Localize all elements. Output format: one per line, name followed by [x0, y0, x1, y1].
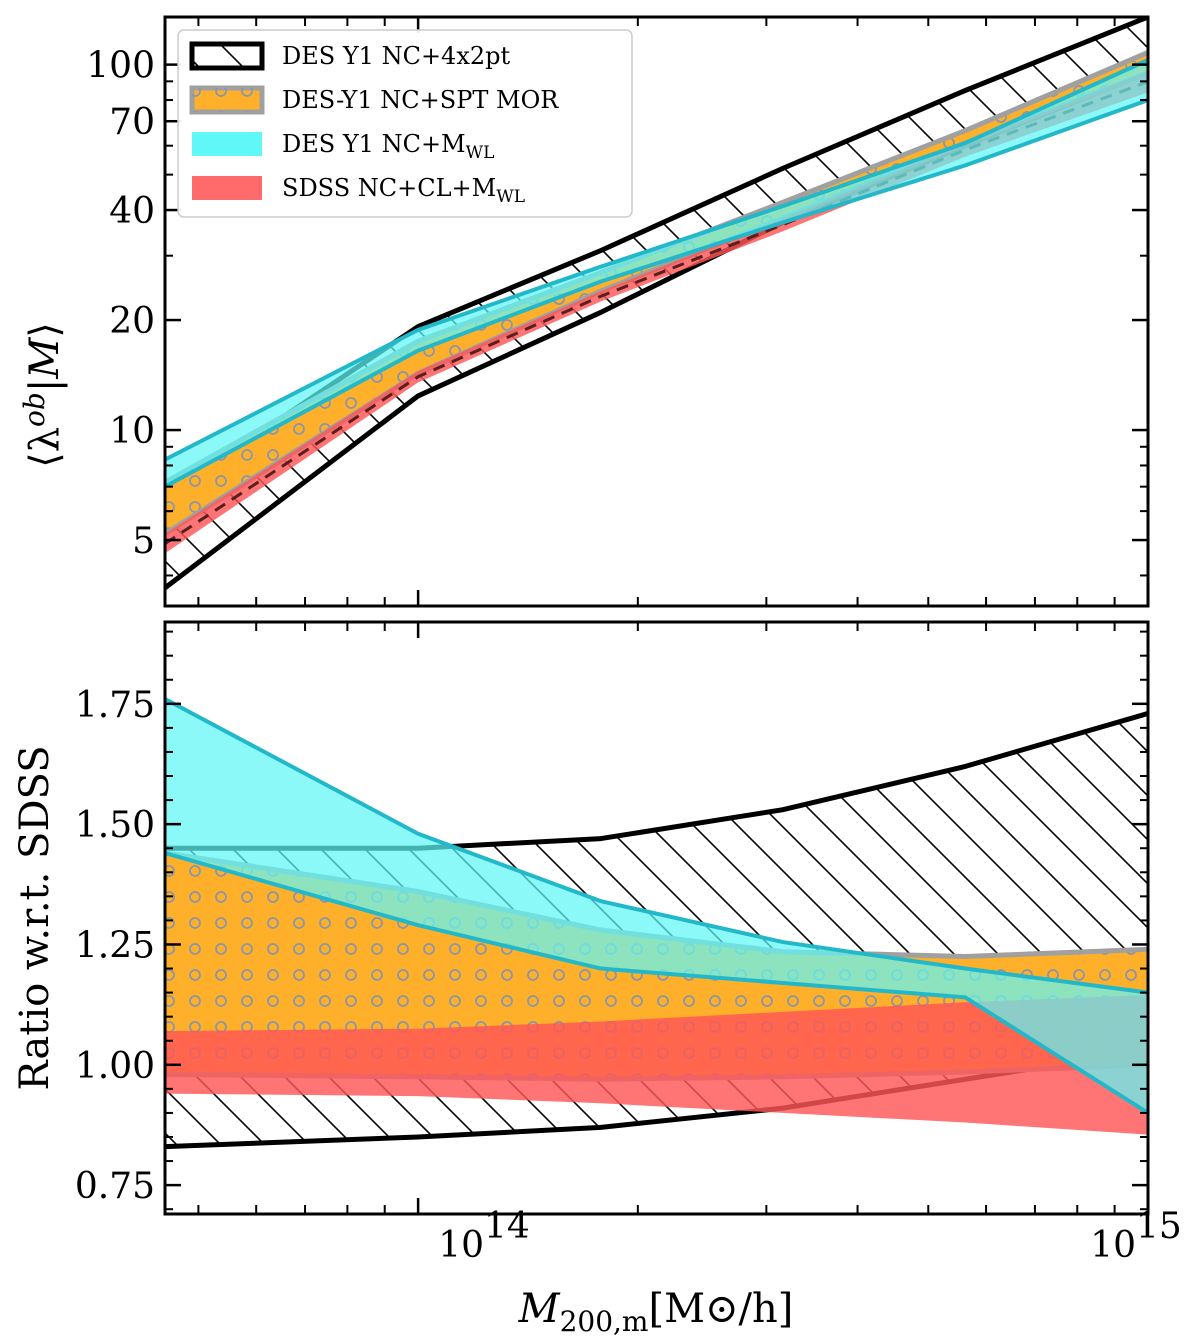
legend-label-sdss: SDSS NC+CL+MWL	[282, 174, 525, 207]
top-y-tick-label: 70	[109, 102, 155, 143]
top-edge-upper-des-mwl	[165, 58, 1148, 462]
top-y-tick-label: 10	[109, 411, 155, 452]
bottom-band-des-mwl	[165, 699, 1148, 1113]
bottom-y-tick-label: 1.00	[75, 1046, 155, 1087]
svg-text:10: 10	[438, 1225, 484, 1266]
top-panel: 5 10 20 40 70 100 ⟨λob|M⟩	[18, 15, 1150, 608]
legend-item-des-4x2pt: DES Y1 NC+4x2pt	[189, 41, 510, 71]
legend-item-sdss: SDSS NC+CL+MWL	[192, 174, 525, 207]
top-y-tick-label: 20	[109, 301, 155, 342]
x-tick-label-1e14: 10 14	[438, 1206, 530, 1266]
top-plot-area	[165, 17, 1148, 590]
svg-text:15: 15	[1136, 1206, 1182, 1247]
bottom-y-tick-label: 1.75	[75, 685, 155, 726]
bottom-y-tick-label: 1.25	[75, 925, 155, 966]
legend-label-des-mwl: DES Y1 NC+MWL	[282, 130, 494, 163]
bottom-panel: 0.75 1.00 1.25 1.50 1.75 Ratio w.r.t. SDSS	[12, 620, 1150, 1216]
legend-label-des-4x2pt: DES Y1 NC+4x2pt	[282, 42, 510, 70]
top-y-axis-label: ⟨λob|M⟩	[18, 322, 68, 468]
top-y-tick-label: 40	[109, 191, 155, 232]
bottom-edge-lower-des-mwl	[165, 851, 1148, 1115]
top-frame	[163, 15, 1150, 608]
bottom-frame	[163, 620, 1150, 1216]
legend-swatch-des-mwl	[192, 132, 262, 156]
legend-swatch-des-spt-dots	[192, 88, 262, 112]
svg-text:14: 14	[484, 1206, 530, 1247]
legend-item-des-mwl: DES Y1 NC+MWL	[192, 130, 494, 163]
bottom-y-ticks: 0.75 1.00 1.25 1.50 1.75	[75, 630, 1148, 1211]
legend: DES Y1 NC+4x2pt DES-Y1 NC+SPT MOR DES Y1…	[177, 29, 633, 218]
legend-swatch-sdss	[192, 176, 262, 200]
bottom-plot-area	[165, 697, 1148, 1150]
legend-label-des-spt: DES-Y1 NC+SPT MOR	[282, 86, 559, 114]
bottom-y-tick-label: 0.75	[75, 1166, 155, 1207]
x-tick-label-1e15: 10 15	[1090, 1206, 1182, 1266]
bottom-y-axis-label: Ratio w.r.t. SDSS	[12, 745, 58, 1090]
legend-item-des-spt: DES-Y1 NC+SPT MOR	[189, 85, 559, 115]
bottom-band-sdss	[165, 995, 1148, 1135]
top-edge-lower-des-mwl	[165, 98, 1148, 489]
bottom-edge-upper-des-mwl	[165, 697, 1148, 995]
x-axis-label: M200,m[M⊙/h]	[518, 1286, 794, 1338]
top-y-tick-label: 100	[86, 46, 155, 87]
top-y-tick-label: 5	[132, 521, 155, 562]
svg-text:10: 10	[1090, 1225, 1136, 1266]
bottom-y-tick-label: 1.50	[75, 805, 155, 846]
top-band-des-spt-pattern	[165, 52, 1148, 534]
legend-frame	[177, 29, 633, 218]
legend-swatch-des-4x2pt	[189, 41, 265, 71]
